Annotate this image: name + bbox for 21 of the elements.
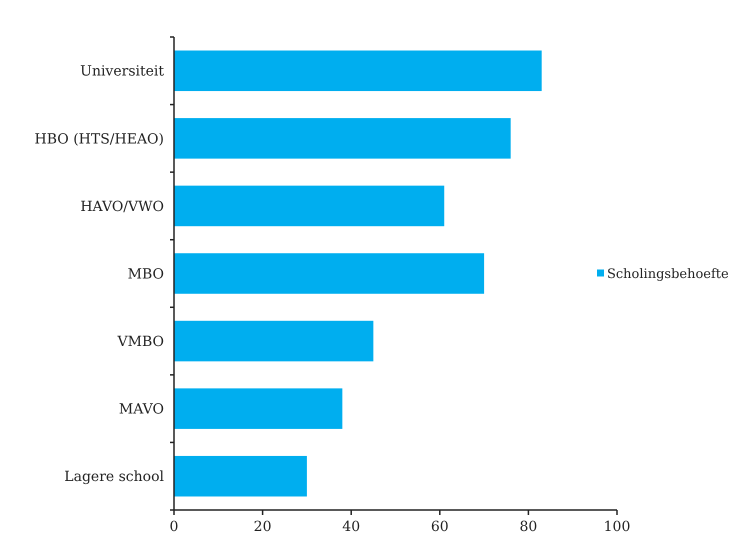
x-tick-label: 20 — [254, 519, 272, 535]
bar — [174, 253, 484, 294]
y-tick-label: MBO — [128, 266, 164, 282]
bar — [174, 456, 307, 496]
bar — [174, 186, 444, 226]
y-tick-label: Lagere school — [64, 469, 165, 486]
y-tick-label: VMBO — [116, 334, 164, 350]
y-tick-label: HAVO/VWO — [80, 198, 164, 215]
y-tick-label: Universiteit — [80, 64, 164, 80]
x-tick-label: 40 — [342, 519, 360, 535]
bar — [174, 388, 342, 429]
bar — [174, 50, 542, 92]
x-tick-label: 80 — [519, 519, 538, 535]
y-tick-label: HBO (HTS/HEAO) — [34, 131, 164, 148]
bar — [174, 118, 511, 159]
bar — [174, 320, 374, 362]
x-tick-label: 60 — [430, 519, 449, 535]
x-tick-label: 0 — [170, 519, 178, 535]
y-tick-label: MAVO — [118, 402, 164, 418]
x-tick-label: 100 — [604, 519, 630, 535]
legend-label: Scholingsbehoefte — [607, 267, 730, 282]
